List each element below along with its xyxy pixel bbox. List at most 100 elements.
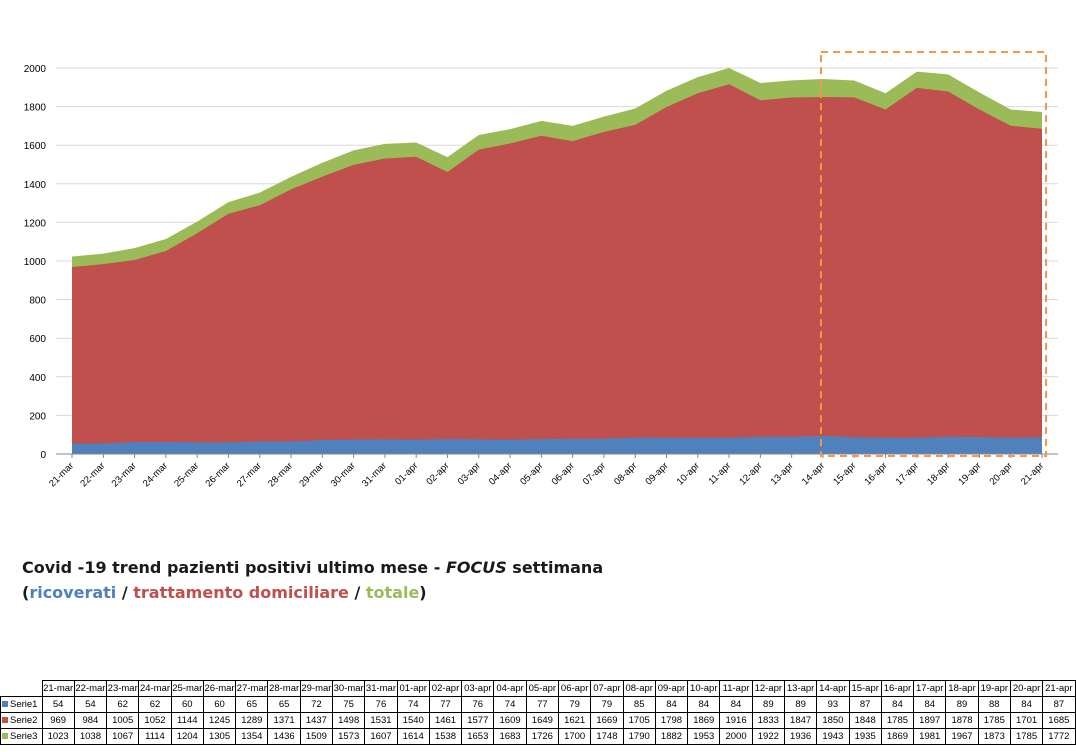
table-cell: 74 <box>396 696 430 713</box>
caption-totale: totale <box>365 583 420 602</box>
table-column-header: 08-apr <box>622 680 656 697</box>
table-cell: 1436 <box>267 728 301 745</box>
table-cell: 1700 <box>557 728 592 745</box>
table-column-header: 31-mar <box>364 680 398 697</box>
table-cell: 1772 <box>1042 728 1076 745</box>
series-name: Serie2 <box>10 715 38 726</box>
x-tick-label: 29-mar <box>297 460 326 489</box>
table-cell: 87 <box>848 696 882 713</box>
table-cell: 84 <box>719 696 753 713</box>
x-tick-label: 21-mar <box>47 460 76 489</box>
x-tick-label: 11-apr <box>707 460 734 487</box>
table-cell: 1305 <box>202 728 237 745</box>
table-cell: 88 <box>977 696 1011 713</box>
x-tick-label: 28-mar <box>266 460 295 489</box>
table-column-header: 09-apr <box>654 680 689 697</box>
x-tick-label: 01-apr <box>393 460 420 487</box>
table-column-header: 02-apr <box>428 680 463 697</box>
x-tick-labels: 21-mar 22-mar 23-mar 24-mar 25-mar 26-mar 27-m… <box>47 460 1046 489</box>
table-cell: 1953 <box>687 728 721 745</box>
table-cell: 62 <box>106 696 140 713</box>
x-tick-label: 04-apr <box>487 460 514 487</box>
table-column-header: 24-mar <box>138 680 172 697</box>
data-table: 21-mar 22-mar 23-mar 24-mar 25-mar 26-mar 27-m… <box>0 680 1076 745</box>
table-cell: 1005 <box>106 712 140 729</box>
table-column-header: 23-mar <box>106 680 140 697</box>
table-cell: 87 <box>1042 696 1076 713</box>
table-column-header: 14-apr <box>816 680 850 697</box>
x-tick-label: 07-apr <box>581 460 608 487</box>
table-cell: 1289 <box>235 712 269 729</box>
x-tick-label: 03-apr <box>456 460 483 487</box>
series-name: Serie1 <box>10 699 38 710</box>
table-column-header: 10-apr <box>687 680 721 697</box>
table-cell: 1245 <box>202 712 237 729</box>
table-cell: 1683 <box>493 728 527 745</box>
y-tick-label: 1200 <box>24 218 47 229</box>
table-cell: 1705 <box>622 712 656 729</box>
table-cell: 1509 <box>299 728 334 745</box>
caption-legend: (ricoverati / trattamento domiciliare / … <box>22 583 427 602</box>
table-cell: 2000 <box>719 728 753 745</box>
table-cell: 84 <box>654 696 689 713</box>
table-column-header: 17-apr <box>913 680 947 697</box>
table-column-header: 26-mar <box>202 680 237 697</box>
table-column-header: 27-mar <box>235 680 269 697</box>
table-cell: 77 <box>428 696 463 713</box>
caption-trattamento: trattamento domiciliare <box>133 583 349 602</box>
table-cell: 984 <box>73 712 108 729</box>
table-cell: 84 <box>1009 696 1044 713</box>
focus-week-box <box>819 51 1047 457</box>
table-cell: 1653 <box>461 728 495 745</box>
table-cell: 1609 <box>493 712 527 729</box>
x-tick-label: 16-apr <box>862 460 889 487</box>
y-tick-label: 1400 <box>24 180 47 191</box>
y-tick-label: 800 <box>29 296 46 307</box>
x-tick-label: 25-mar <box>172 460 201 489</box>
table-cell: 1798 <box>654 712 689 729</box>
x-tick-label: 27-mar <box>235 460 264 489</box>
x-tick-label: 12-apr <box>737 460 764 487</box>
area-chart: 0 200 400 600 800 1000 1200 1400 1600 1800 2000 21… <box>24 51 1058 489</box>
series-name: Serie3 <box>10 731 38 742</box>
table-cell: 1669 <box>590 712 624 729</box>
table-cell: 1023 <box>41 728 75 745</box>
y-tick-labels: 0 200 400 600 800 1000 1200 1400 1600 1800 2000 <box>24 64 47 461</box>
table-cell: 89 <box>751 696 785 713</box>
chart-axes <box>56 453 1058 458</box>
table-column-header: 30-mar <box>332 680 366 697</box>
y-tick-label: 400 <box>29 373 46 384</box>
table-column-header: 21-apr <box>1042 680 1076 697</box>
table-cell: 1067 <box>106 728 140 745</box>
table-column-header: 22-mar <box>73 680 108 697</box>
x-tick-label: 09-apr <box>643 460 670 487</box>
table-column-header: 04-apr <box>493 680 527 697</box>
legend-key <box>2 701 8 708</box>
table-cell: 79 <box>557 696 592 713</box>
legend-key <box>2 717 8 724</box>
x-tick-label: 05-apr <box>518 460 545 487</box>
table-cell: 93 <box>816 696 850 713</box>
area-serie1 <box>72 436 1042 454</box>
x-tick-label: 31-mar <box>360 460 389 489</box>
table-cell: 1614 <box>396 728 430 745</box>
table-column-header: 12-apr <box>751 680 785 697</box>
caption-paren-open: ( <box>22 583 30 602</box>
table-cell: 74 <box>493 696 527 713</box>
table-row: Serie1 54 54 62 62 60 60 65 65 72 75 76 74 77 76 74 77 79… <box>0 696 1076 713</box>
x-tick-label: 14-apr <box>800 460 827 487</box>
table-cell: 1621 <box>557 712 592 729</box>
caption-ricoverati: ricoverati <box>29 583 117 602</box>
table-row-header: Serie1 <box>0 696 43 713</box>
table-cell: 969 <box>41 712 75 729</box>
caption-separator: / <box>348 583 366 602</box>
table-cell: 1916 <box>719 712 753 729</box>
table-corner <box>0 680 43 697</box>
table-column-header: 11-apr <box>719 680 753 697</box>
table-cell: 1981 <box>913 728 947 745</box>
table-column-header: 28-mar <box>267 680 301 697</box>
table-cell: 89 <box>783 696 818 713</box>
table-cell: 1967 <box>945 728 979 745</box>
table-cell: 76 <box>364 696 398 713</box>
table-cell: 1144 <box>170 712 204 729</box>
